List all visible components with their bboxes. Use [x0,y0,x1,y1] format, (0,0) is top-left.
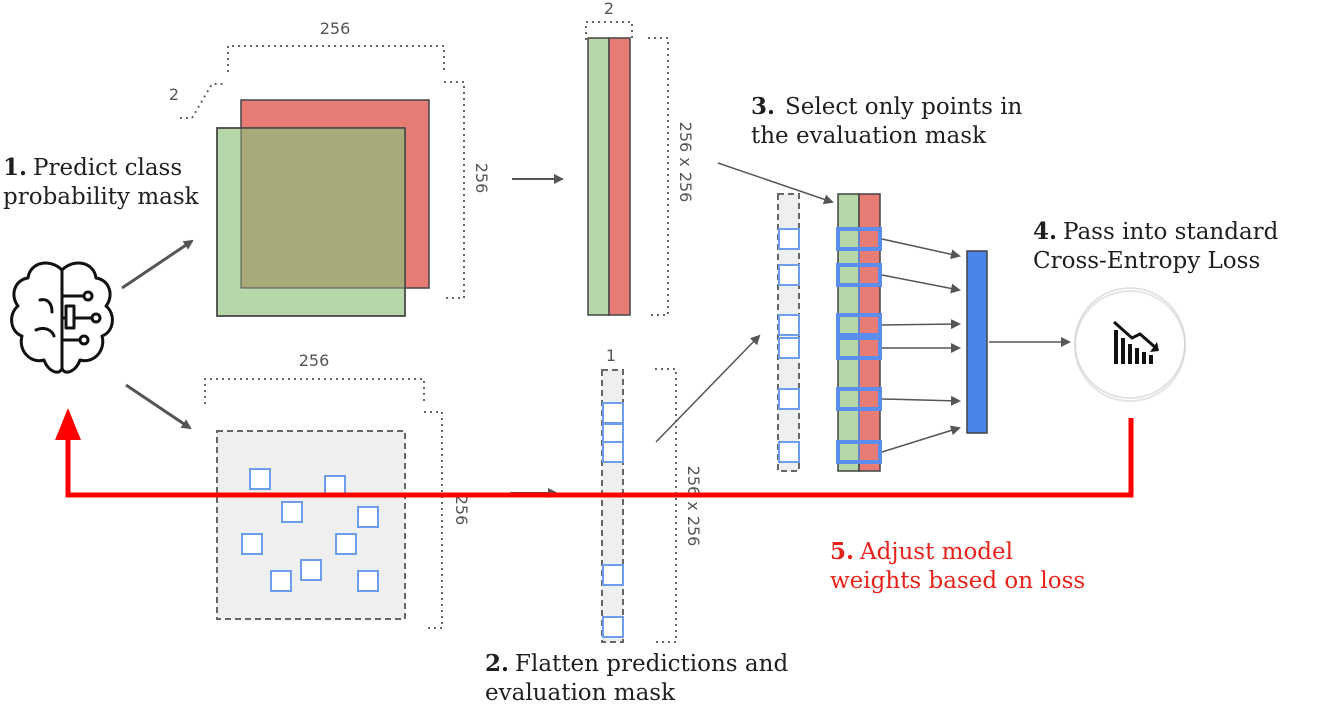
step-5-label: 5. Adjust model weights based on loss [830,537,1085,596]
flat-pred-dimension-guides [585,21,669,316]
prediction-channel-overlap [241,128,405,288]
flat-mask-point [602,402,624,424]
flat-mask-width-label: 1 [606,346,616,365]
selection-mask-point [778,337,800,359]
mask-dimension-guides [204,378,443,629]
eval-point [357,570,379,592]
step-3-label: 3. Select only points in the evaluation m… [751,92,1022,151]
prediction-mask [216,99,430,317]
step-4-number: 4. [1033,218,1058,245]
feedback-loop-arrow [55,408,1134,498]
step-2-line2: evaluation mask [485,680,676,706]
step-1-line2: probability mask [3,184,199,210]
step-1-number: 1. [3,154,28,181]
loss-aggregation-bar [966,250,988,434]
flat-mask-dimension-guides [655,368,677,643]
prediction-dimension-guides [180,45,465,299]
flat-pred-green [587,37,610,316]
flat-pred-red [608,37,631,316]
pred-width-label: 256 [320,19,351,38]
eval-point [335,533,357,555]
eval-point [300,559,322,581]
step-3-line1: Select only points in [785,94,1023,120]
flat-mask-point [602,564,624,586]
evaluation-mask [216,430,406,620]
flat-mask-length-label: 256 x 256 [684,466,703,547]
step-4-line2: Cross-Entropy Loss [1033,248,1261,274]
chart-decreasing-icon [1074,287,1186,402]
step-2-number: 2. [485,650,510,677]
step-4-line1: Pass into standard [1063,219,1279,245]
step-1-line1: Predict class [33,155,183,181]
step-3-line2: the evaluation mask [751,123,987,149]
selection-mask-point [778,314,800,336]
eval-point [241,533,263,555]
step-5-line2: weights based on loss [830,568,1086,594]
flat-mask-point [602,616,624,638]
arrow-flatpred-to-select [717,162,834,205]
arrow-model-to-mask [125,383,192,430]
flat-pred-width-label: 2 [604,0,614,18]
selection-mask-point [778,441,800,463]
eval-point [270,570,292,592]
step-2-label: 2. Flatten predictions and evaluation mas… [485,649,788,708]
flat-mask-point [602,441,624,463]
step-2-line1: Flatten predictions and [515,651,789,677]
selection-mask-point [778,388,800,410]
step-1-label: 1. Predict class probability mask [3,153,199,212]
eval-point [281,501,303,523]
flat-pred-length-label: 256 x 256 [676,122,695,203]
selection-mask-point [778,264,800,286]
brain-circuit-icon [10,261,114,374]
step-4-label: 4. Pass into standard Cross-Entropy Loss [1033,217,1278,276]
selected-pred-green [837,193,860,472]
selected-predictions-column [836,193,882,472]
arrow-model-to-pred [121,239,194,290]
flattened-predictions [587,37,631,316]
step-3-number: 3. [751,93,776,120]
eval-point [357,506,379,528]
pred-depth-label: 2 [169,85,179,104]
selection-mask-column [777,193,800,472]
step-5-number: 5. [830,538,855,565]
arrow-flatmask-to-select [655,334,761,443]
selection-mask-point [778,228,800,250]
step-5-line1: Adjust model [860,539,1013,565]
mask-height-label: 256 [452,495,471,526]
mask-width-label: 256 [299,351,330,370]
evaluation-points [241,468,379,592]
selected-pred-red [858,193,881,472]
pred-height-label: 256 [472,163,491,194]
eval-point [249,468,271,490]
flattened-evaluation-mask [601,369,624,643]
